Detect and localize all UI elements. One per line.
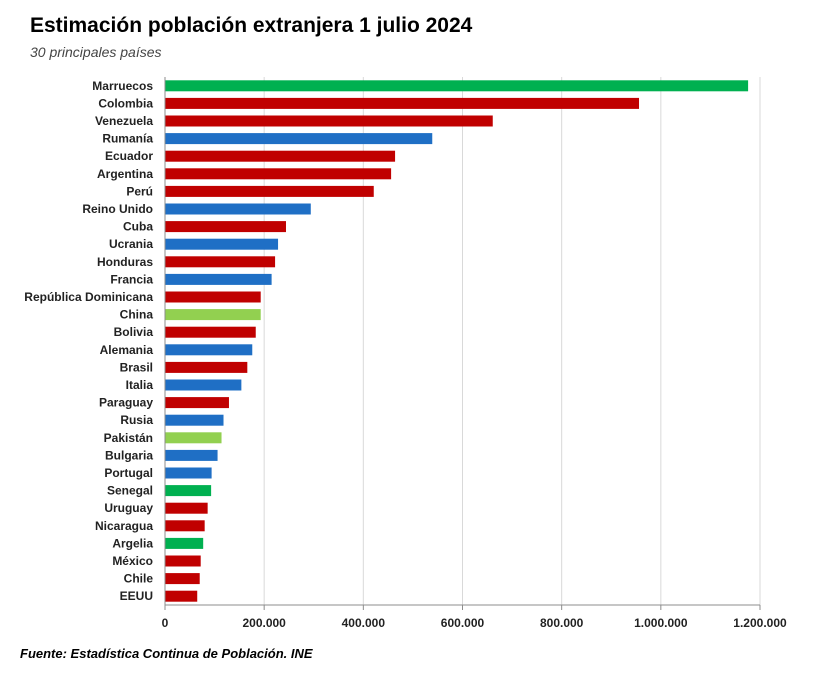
category-label: Chile — [124, 572, 154, 586]
category-label: Ucrania — [109, 237, 153, 251]
bar-venezuela — [165, 115, 493, 127]
bar-senegal — [165, 485, 212, 497]
category-label: Alemania — [100, 343, 154, 357]
bar-república-dominicana — [165, 291, 261, 303]
category-label: Venezuela — [95, 114, 153, 128]
category-label: Bulgaria — [105, 448, 153, 462]
bar-argelia — [165, 537, 204, 549]
category-label: Rusia — [120, 413, 153, 427]
category-label: Portugal — [104, 466, 153, 480]
category-label: Nicaragua — [95, 519, 153, 533]
bar-ecuador — [165, 150, 396, 162]
category-label: Pakistán — [104, 431, 153, 445]
category-label: Italia — [126, 378, 154, 392]
category-label: Cuba — [123, 220, 153, 234]
bar-perú — [165, 185, 374, 197]
bar-portugal — [165, 467, 212, 479]
category-label: EEUU — [120, 589, 153, 603]
category-label: Senegal — [107, 484, 153, 498]
category-label: Perú — [126, 184, 153, 198]
category-label: Argentina — [97, 167, 153, 181]
bar-italia — [165, 379, 242, 391]
x-tick-label: 0 — [162, 616, 169, 630]
x-tick-label: 800.000 — [540, 616, 584, 630]
category-label: Ecuador — [105, 149, 153, 163]
chart-subtitle: 30 principales países — [30, 44, 162, 60]
x-tick-label: 400.000 — [342, 616, 386, 630]
x-tick-label: 600.000 — [441, 616, 485, 630]
bar-eeuu — [165, 590, 198, 602]
bar-honduras — [165, 256, 276, 268]
x-tick-label: 200.000 — [242, 616, 286, 630]
bar-bolivia — [165, 326, 256, 338]
bar-marruecos — [165, 80, 749, 92]
bars — [165, 80, 749, 602]
category-label: Paraguay — [99, 396, 153, 410]
bar-chart: Marruecos Colombia Venezuela Rumanía Ecuador… — [24, 77, 787, 630]
bar-uruguay — [165, 502, 208, 514]
category-label: Honduras — [97, 255, 153, 269]
category-label: Colombia — [98, 96, 153, 110]
category-label: República Dominicana — [24, 290, 153, 304]
chart-title: Estimación población extranjera 1 julio … — [30, 14, 473, 37]
bar-cuba — [165, 221, 286, 233]
category-label: Rumanía — [102, 132, 153, 146]
bar-colombia — [165, 97, 640, 109]
category-label: Uruguay — [104, 501, 153, 515]
x-axis-ticks: 0 200.000 400.000 600.000 800.000 1.000.000 1.… — [162, 605, 787, 630]
bar-chile — [165, 573, 200, 585]
bar-rumanía — [165, 133, 433, 145]
category-label: Brasil — [120, 360, 153, 374]
x-tick-label: 1.200.000 — [733, 616, 787, 630]
bar-méxico — [165, 555, 201, 567]
x-tick-label: 1.000.000 — [634, 616, 688, 630]
bar-alemania — [165, 344, 253, 356]
source-note: Fuente: Estadística Continua de Població… — [20, 646, 313, 661]
bar-bulgaria — [165, 449, 218, 461]
bar-ucrania — [165, 238, 279, 250]
bar-brasil — [165, 361, 248, 373]
category-label: Reino Unido — [82, 202, 153, 216]
category-label: Bolivia — [114, 325, 154, 339]
bar-paraguay — [165, 397, 229, 409]
category-label: Argelia — [112, 536, 153, 550]
bar-reino-unido — [165, 203, 311, 215]
category-labels: Marruecos Colombia Venezuela Rumanía Ecuador… — [24, 79, 153, 603]
bar-rusia — [165, 414, 224, 426]
category-label: Marruecos — [92, 79, 153, 93]
bar-china — [165, 309, 261, 321]
bar-pakistán — [165, 432, 222, 444]
bar-nicaragua — [165, 520, 205, 532]
category-label: Francia — [110, 272, 153, 286]
bar-francia — [165, 273, 272, 285]
category-label: México — [112, 554, 153, 568]
bar-argentina — [165, 168, 392, 180]
category-label: China — [120, 308, 154, 322]
